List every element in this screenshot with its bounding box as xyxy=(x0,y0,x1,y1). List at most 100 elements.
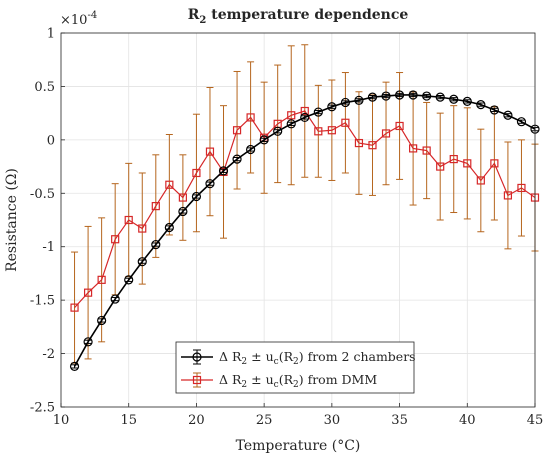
data-point xyxy=(381,129,391,138)
data-point xyxy=(476,176,485,185)
data-point xyxy=(395,121,404,131)
legend-entry-2-chambers: Δ R2 ± uc(R2) from 2 chambers xyxy=(181,349,416,367)
data-point xyxy=(490,159,499,168)
x-tick-label: 15 xyxy=(120,413,137,428)
data-point xyxy=(340,97,350,108)
y-tick-label: 0.5 xyxy=(34,80,55,95)
legend-marker-circle xyxy=(192,352,202,362)
data-point xyxy=(313,107,323,117)
data-point xyxy=(354,95,364,105)
data-point xyxy=(327,126,336,135)
y-axis-title: Resistance (Ω) xyxy=(4,168,20,272)
legend-label-2-chambers: Δ R2 ± uc(R2) from 2 chambers xyxy=(219,349,416,367)
data-point xyxy=(422,91,432,101)
data-point xyxy=(110,294,120,304)
data-point xyxy=(409,144,418,153)
data-point xyxy=(151,202,160,211)
data-point xyxy=(381,91,391,101)
data-point xyxy=(367,92,378,102)
data-point xyxy=(218,166,229,176)
data-point xyxy=(205,147,215,156)
tick-labels: 10 15 20 25 30 35 40 45 -2.5 -2 -1.5 -1 -0.5 0 0.5 1 xyxy=(30,27,543,429)
data-point xyxy=(517,183,526,193)
series-layer xyxy=(69,44,540,371)
x-tick-label: 25 xyxy=(256,413,273,428)
y-tick-label: 1 xyxy=(47,27,55,42)
data-point xyxy=(69,361,80,371)
data-point xyxy=(503,110,513,120)
data-point xyxy=(192,168,201,178)
data-point xyxy=(97,275,106,284)
data-point xyxy=(138,224,147,233)
x-axis-title: Temperature (°C) xyxy=(236,438,361,454)
data-point xyxy=(137,257,147,267)
data-point xyxy=(191,191,202,202)
data-point xyxy=(435,92,445,102)
series-dmm xyxy=(70,44,540,364)
data-point xyxy=(463,159,472,168)
data-point xyxy=(111,235,120,244)
data-point xyxy=(124,215,133,225)
data-point xyxy=(83,337,93,347)
data-point xyxy=(354,138,364,148)
y-tick-label: -0.5 xyxy=(30,187,55,202)
data-point xyxy=(436,162,445,171)
series-line xyxy=(74,110,536,309)
data-point xyxy=(462,96,472,106)
data-point xyxy=(165,180,174,189)
data-point xyxy=(300,112,310,123)
data-point xyxy=(300,106,309,116)
plot-frame xyxy=(60,32,536,408)
data-point xyxy=(449,94,459,104)
data-point xyxy=(327,102,337,112)
data-point xyxy=(422,146,431,155)
data-point xyxy=(503,191,513,200)
y-tick-label: -1 xyxy=(42,240,55,255)
y-tick-label: -1.5 xyxy=(30,294,55,309)
data-point xyxy=(70,303,79,312)
data-point xyxy=(151,239,161,250)
data-point xyxy=(516,117,527,127)
legend-entry-dmm: Δ R2 ± uc(R2) from DMM xyxy=(181,372,377,390)
data-point xyxy=(489,105,499,115)
x-tick-label: 20 xyxy=(188,413,205,428)
data-point xyxy=(124,275,134,285)
data-point xyxy=(394,90,405,100)
x-tick-label: 10 xyxy=(53,413,70,428)
data-point xyxy=(273,126,283,136)
chart-title: R2 temperature dependence xyxy=(188,7,409,26)
legend-marker-square xyxy=(192,375,202,385)
data-point xyxy=(83,288,93,297)
data-point xyxy=(368,141,377,150)
data-point xyxy=(286,119,296,129)
data-point xyxy=(232,126,242,135)
data-point xyxy=(449,154,458,164)
legend: Δ R2 ± uc(R2) from 2 chambers Δ R2 ± uc(… xyxy=(175,341,416,394)
data-point xyxy=(232,154,242,164)
y-exponent-label: ×10-4 xyxy=(60,10,97,28)
x-tick-label: 35 xyxy=(391,413,408,428)
data-point xyxy=(408,90,418,100)
data-point xyxy=(341,118,350,127)
series-2-chambers xyxy=(69,90,540,371)
x-tick-label: 30 xyxy=(324,413,341,428)
y-tick-label: 0 xyxy=(47,133,55,148)
data-point xyxy=(205,179,215,189)
data-point xyxy=(178,193,187,202)
data-point xyxy=(314,127,323,136)
y-tick-label: -2 xyxy=(42,347,55,362)
data-point xyxy=(164,222,174,233)
data-point xyxy=(259,135,269,145)
data-point xyxy=(476,99,486,110)
data-point xyxy=(246,144,256,155)
legend-label-dmm: Δ R2 ± uc(R2) from DMM xyxy=(219,372,377,390)
data-point xyxy=(97,315,107,326)
x-tick-label: 45 xyxy=(527,413,544,428)
legend-box xyxy=(175,341,415,394)
data-point xyxy=(246,113,255,122)
data-point xyxy=(287,111,296,120)
data-point xyxy=(178,206,188,217)
y-tick-label: -2.5 xyxy=(30,401,55,416)
